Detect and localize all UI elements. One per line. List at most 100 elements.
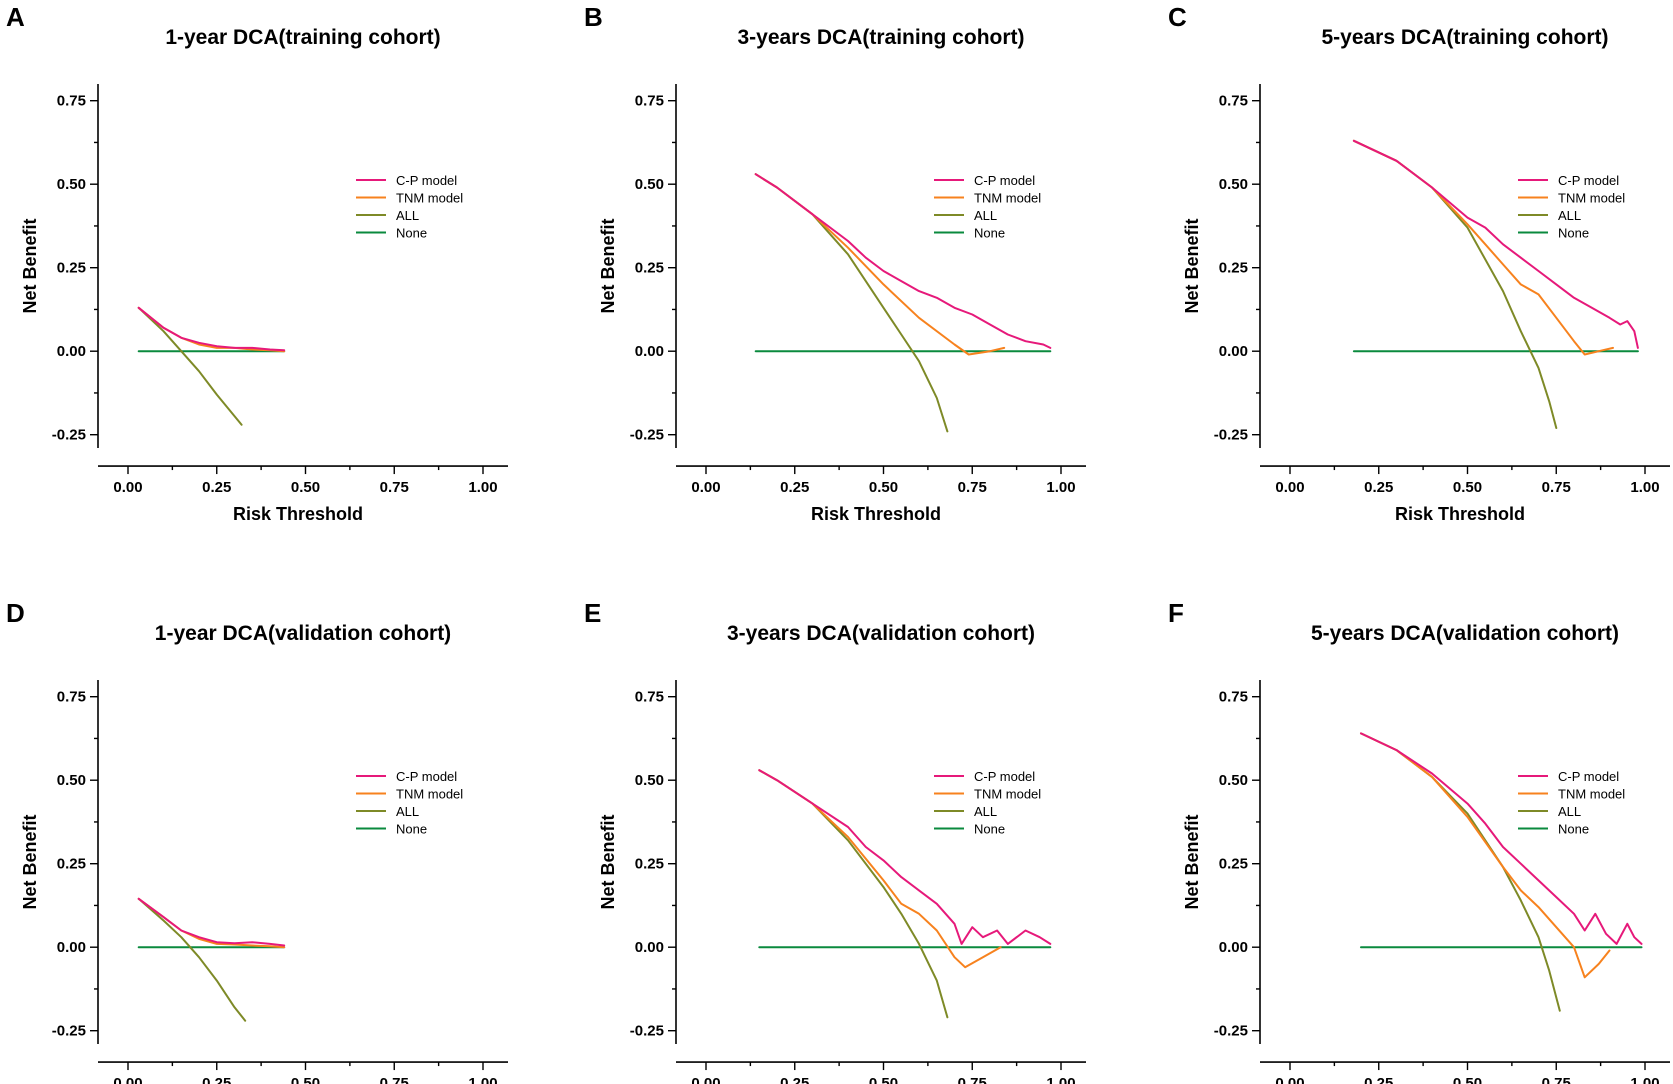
y-tick-label: 0.25: [57, 260, 86, 277]
chart-panel-a: A 1-year DCA(training cohort) -0.25 0.00 0.2…: [6, 2, 508, 524]
legend-label: ALL: [1558, 804, 1581, 819]
x-tick-label: 0.25: [1364, 479, 1393, 496]
y-tick-label: 0.50: [635, 772, 664, 789]
x-tick-label: 0.25: [1364, 1075, 1393, 1084]
legend-label: None: [974, 822, 1005, 837]
legend-label: ALL: [974, 208, 997, 223]
y-tick-label: 0.00: [635, 939, 664, 956]
chart-panel-e: E 3-years DCA(validation cohort) -0.25 0.00…: [584, 598, 1086, 1084]
legend-label: TNM model: [1558, 191, 1625, 206]
chart-title: 3-years DCA(validation cohort): [727, 622, 1035, 645]
x-tick-label: 0.50: [869, 1075, 898, 1084]
panel-letter: B: [584, 2, 603, 32]
x-tick-label: 0.50: [869, 479, 898, 496]
series-line-c-p-model: [758, 769, 1052, 945]
y-tick-label: 0.50: [57, 772, 86, 789]
legend-label: ALL: [1558, 208, 1581, 223]
x-tick-label: 0.50: [291, 1075, 320, 1084]
chart-title: 1-year DCA(training cohort): [165, 26, 440, 49]
panel-letter: A: [6, 2, 25, 32]
series-line-c-p-model: [754, 173, 1052, 349]
y-axis-label: Net Benefit: [20, 815, 40, 910]
legend-label: None: [396, 822, 427, 837]
legend-label: None: [974, 226, 1005, 241]
y-tick-label: 0.00: [1219, 343, 1248, 360]
y-tick-label: 0.50: [1219, 176, 1248, 193]
y-tick-label: 0.50: [1219, 772, 1248, 789]
x-tick-label: 1.00: [1046, 1075, 1075, 1084]
x-tick-label: 0.50: [1453, 479, 1482, 496]
y-tick-label: 0.50: [57, 176, 86, 193]
series-line-c-p-model: [1360, 732, 1643, 945]
x-tick-label: 0.50: [1453, 1075, 1482, 1084]
series-line-c-p-model: [137, 897, 286, 947]
chart-title: 5-years DCA(validation cohort): [1311, 622, 1619, 645]
y-axis-label: Net Benefit: [598, 815, 618, 910]
x-tick-label: 0.25: [780, 1075, 809, 1084]
legend-label: TNM model: [396, 787, 463, 802]
y-tick-label: 0.50: [635, 176, 664, 193]
y-tick-label: 0.75: [1219, 689, 1248, 706]
y-tick-label: 0.00: [57, 343, 86, 360]
chart-panel-c: C 5-years DCA(training cohort) -0.25 0.00 0.…: [1168, 2, 1670, 524]
legend-label: C-P model: [1558, 173, 1619, 188]
y-tick-label: 0.75: [1219, 93, 1248, 110]
legend-label: None: [1558, 226, 1589, 241]
chart-panel-b: B 3-years DCA(training cohort) -0.25 0.00 0.…: [584, 2, 1086, 524]
x-tick-label: 0.00: [691, 479, 720, 496]
series-line-tnm-model: [1360, 732, 1611, 979]
legend-label: C-P model: [974, 769, 1035, 784]
x-tick-label: 1.00: [468, 479, 497, 496]
x-tick-label: 1.00: [1046, 479, 1075, 496]
panel-letter: F: [1168, 598, 1184, 628]
y-tick-label: -0.25: [52, 1023, 86, 1040]
series-line-all: [758, 769, 949, 1019]
panel-letter: D: [6, 598, 25, 628]
x-tick-label: 0.00: [113, 479, 142, 496]
x-tick-label: 0.00: [1275, 1075, 1304, 1084]
y-tick-label: 0.75: [635, 93, 664, 110]
y-tick-label: 0.75: [57, 689, 86, 706]
series-line-c-p-model: [137, 306, 286, 352]
x-tick-label: 0.75: [380, 1075, 409, 1084]
x-tick-label: 0.00: [113, 1075, 142, 1084]
y-tick-label: 0.25: [1219, 260, 1248, 277]
legend-label: ALL: [974, 804, 997, 819]
x-tick-label: 0.75: [958, 479, 987, 496]
y-tick-label: 0.25: [635, 856, 664, 873]
legend-label: None: [396, 226, 427, 241]
y-axis-label: Net Benefit: [20, 219, 40, 314]
legend-label: ALL: [396, 804, 419, 819]
y-axis-label: Net Benefit: [598, 219, 618, 314]
chart-panel-f: F 5-years DCA(validation cohort) -0.25 0.00…: [1168, 598, 1670, 1084]
series-line-all: [137, 897, 247, 1022]
legend-label: TNM model: [1558, 787, 1625, 802]
y-axis-label: Net Benefit: [1182, 815, 1202, 910]
x-tick-label: 1.00: [1630, 479, 1659, 496]
y-tick-label: 0.25: [1219, 856, 1248, 873]
y-tick-label: -0.25: [630, 1023, 664, 1040]
x-tick-label: 0.75: [958, 1075, 987, 1084]
legend-label: TNM model: [974, 787, 1041, 802]
series-line-tnm-model: [754, 173, 1006, 356]
y-tick-label: 0.00: [635, 343, 664, 360]
y-tick-label: -0.25: [1214, 427, 1248, 444]
series-line-c-p-model: [1352, 139, 1639, 349]
y-tick-label: 0.25: [635, 260, 664, 277]
x-tick-label: 1.00: [468, 1075, 497, 1084]
y-tick-label: -0.25: [1214, 1023, 1248, 1040]
x-axis-label: Risk Threshold: [811, 504, 941, 524]
legend-label: C-P model: [396, 769, 457, 784]
y-tick-label: 0.00: [1219, 939, 1248, 956]
x-tick-label: 1.00: [1630, 1075, 1659, 1084]
x-tick-label: 0.25: [202, 1075, 231, 1084]
series-line-tnm-model: [758, 769, 1002, 969]
x-tick-label: 0.00: [1275, 479, 1304, 496]
y-axis-label: Net Benefit: [1182, 219, 1202, 314]
x-tick-label: 0.75: [1542, 479, 1571, 496]
y-tick-label: 0.75: [57, 93, 86, 110]
series-line-all: [137, 306, 243, 426]
legend-label: C-P model: [974, 173, 1035, 188]
x-tick-label: 0.25: [780, 479, 809, 496]
